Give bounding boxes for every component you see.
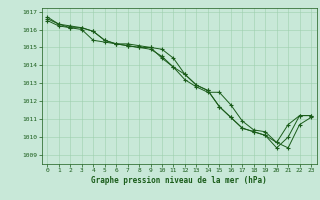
X-axis label: Graphe pression niveau de la mer (hPa): Graphe pression niveau de la mer (hPa) xyxy=(91,176,267,185)
